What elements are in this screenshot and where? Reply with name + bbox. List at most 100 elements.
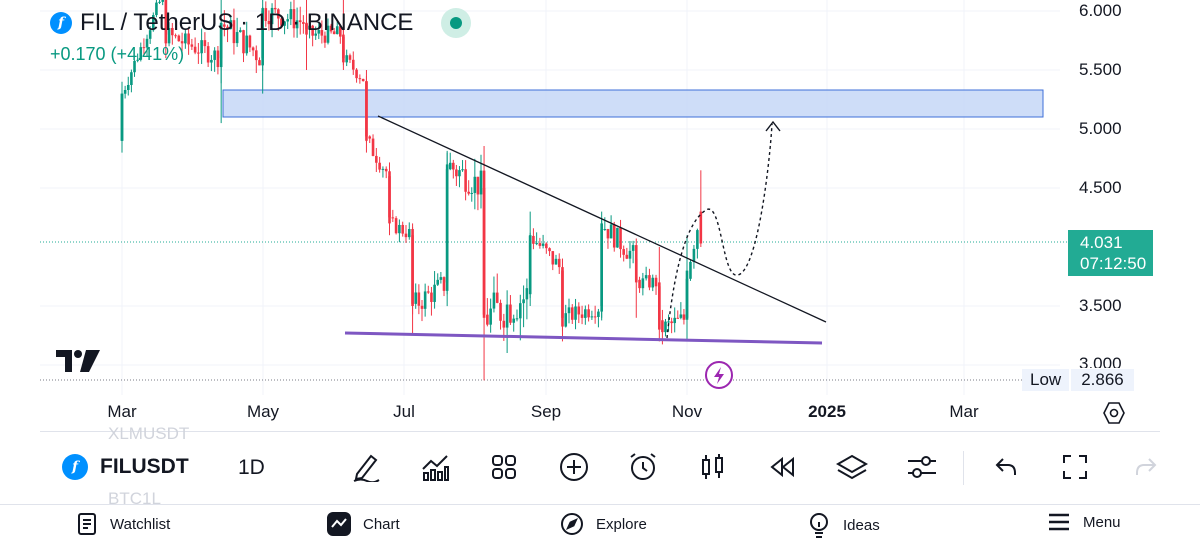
candle-body xyxy=(528,235,532,295)
candle-body xyxy=(295,20,299,29)
candle-body xyxy=(499,302,502,321)
symbol-title: FIL / TetherUS · 1D · BINANCE xyxy=(80,9,414,36)
symbol-selector[interactable]: f FILUSDT xyxy=(62,454,189,480)
nav-explore[interactable]: Explore xyxy=(560,512,647,536)
candle-body xyxy=(332,31,336,35)
candle-type-icon[interactable] xyxy=(695,449,731,485)
candle-body xyxy=(670,321,673,324)
candle-body xyxy=(335,26,339,35)
interval-selector[interactable]: 1D xyxy=(238,456,265,479)
draw-tool-icon[interactable] xyxy=(348,449,384,485)
alert-icon[interactable] xyxy=(625,449,661,485)
watchlist-icon xyxy=(78,513,96,535)
candle-body xyxy=(342,34,345,59)
candle-body xyxy=(289,9,293,20)
candle-body xyxy=(355,69,358,79)
layers-icon[interactable] xyxy=(834,449,870,485)
tradingview-logo-icon[interactable] xyxy=(56,350,100,377)
candle-body xyxy=(148,30,152,39)
candle-body xyxy=(329,25,333,32)
candle-body xyxy=(174,35,177,37)
candle-body xyxy=(305,22,308,35)
candle-body xyxy=(515,318,519,320)
fullscreen-icon[interactable] xyxy=(1057,449,1093,485)
candle-body xyxy=(139,47,143,60)
replay-icon[interactable] xyxy=(764,449,800,485)
candle-body xyxy=(384,168,388,172)
candle-body xyxy=(651,277,655,288)
candle-body xyxy=(638,279,641,289)
candle-body xyxy=(634,258,638,283)
candle-body xyxy=(164,0,168,35)
candle-body xyxy=(525,288,529,300)
candle-body xyxy=(458,170,461,177)
candle-body xyxy=(609,224,613,239)
time-tick: Jul xyxy=(393,402,415,421)
candle-body xyxy=(612,224,616,248)
indicators-icon[interactable] xyxy=(417,449,453,485)
candle-body xyxy=(658,282,661,330)
templates-icon[interactable] xyxy=(486,449,522,485)
candle-body xyxy=(522,299,525,304)
toolbar-divider xyxy=(963,451,964,485)
candle-body xyxy=(597,311,600,317)
chart-settings-icon[interactable] xyxy=(1103,402,1125,429)
settings-sliders-icon[interactable] xyxy=(904,449,940,485)
candle-body xyxy=(564,313,568,327)
nav-ideas[interactable]: Ideas xyxy=(807,512,880,538)
candle-body xyxy=(619,227,622,250)
price-chart[interactable] xyxy=(0,0,1200,430)
candle-body xyxy=(644,275,648,279)
last-price: 4.031 xyxy=(1080,233,1123,252)
candle-body xyxy=(239,30,242,33)
candle-body xyxy=(394,218,398,234)
lightbulb-icon xyxy=(810,513,828,538)
candle-body xyxy=(151,15,155,31)
candle-body xyxy=(216,50,220,68)
candle-body xyxy=(445,164,449,283)
candle-body xyxy=(692,248,696,262)
candle-body xyxy=(593,316,597,318)
candle-body xyxy=(587,309,590,318)
candle-body xyxy=(519,303,522,319)
candle-body xyxy=(407,228,411,238)
menu-icon xyxy=(1049,513,1069,531)
nav-ideas-label: Ideas xyxy=(843,516,880,534)
candle-body xyxy=(625,254,629,259)
candle-body xyxy=(616,227,619,248)
candle-body xyxy=(345,55,348,63)
candle-body xyxy=(200,40,203,54)
symbol-legend[interactable]: f FIL / TetherUS · 1D · BINANCE +0.170 (… xyxy=(50,8,472,65)
candle-body xyxy=(538,243,542,246)
ghost-symbol-below: BTC1L xyxy=(108,489,161,504)
candle-body xyxy=(448,162,452,170)
candle-body xyxy=(470,192,474,194)
add-icon[interactable] xyxy=(556,449,592,485)
candle-body xyxy=(420,305,424,309)
nav-watchlist[interactable]: Watchlist xyxy=(76,512,170,536)
candle-body xyxy=(664,321,667,333)
candle-body xyxy=(467,191,470,194)
candle-body xyxy=(375,155,378,163)
candle-body xyxy=(502,320,506,328)
fil-coin-icon: f xyxy=(50,12,72,34)
nav-menu[interactable]: Menu xyxy=(1047,512,1121,532)
candle-body xyxy=(570,307,574,320)
candle-body xyxy=(203,40,207,47)
candle-body xyxy=(180,41,184,44)
candle-body xyxy=(541,243,545,246)
candle-body xyxy=(245,35,249,54)
candle-body xyxy=(167,28,171,44)
candle-body xyxy=(548,248,551,252)
candle-body xyxy=(273,7,277,10)
candle-body xyxy=(317,30,321,34)
candle-body xyxy=(206,46,210,63)
candle-body xyxy=(219,22,223,59)
redo-icon[interactable] xyxy=(1128,449,1164,485)
candle-body xyxy=(600,223,603,306)
undo-icon[interactable] xyxy=(988,449,1024,485)
candle-body xyxy=(486,314,489,325)
nav-chart[interactable]: Chart xyxy=(327,512,400,536)
chart-area[interactable]: f FIL / TetherUS · 1D · BINANCE +0.170 (… xyxy=(0,0,1200,430)
candles xyxy=(120,0,703,381)
